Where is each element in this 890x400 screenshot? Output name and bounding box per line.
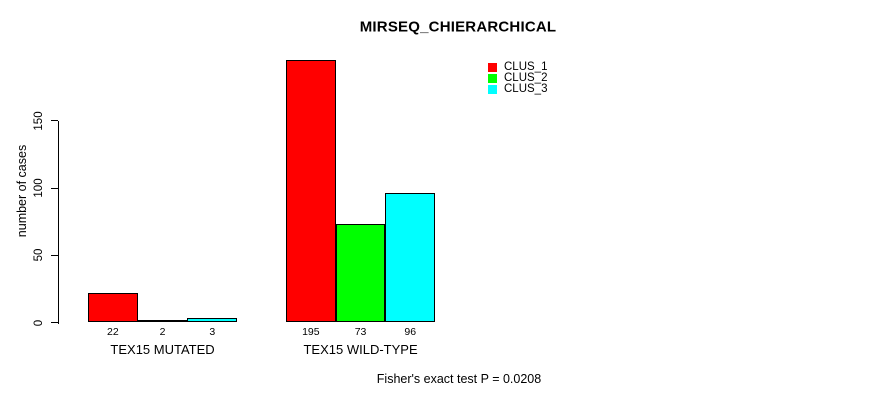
y-axis-line [58,120,59,324]
fisher-test-annotation: Fisher's exact test P = 0.0208 [376,372,542,386]
legend: CLUS_1 CLUS_2 CLUS_3 [488,61,548,97]
legend-label: CLUS_2 [504,72,548,85]
bar-value-label: 73 [354,326,367,338]
legend-color-swatch [488,85,497,95]
x-category-label: TEX15 WILD-TYPE [303,342,418,357]
y-axis-label: number of cases [15,144,29,238]
x-category-label: TEX15 MUTATED [110,342,215,357]
bar-value-label: 3 [209,326,216,338]
legend-item: CLUS_3 [488,83,548,96]
y-tick-label: 100 [33,178,45,198]
chart-title: MIRSEQ_CHIERARCHICAL [359,18,557,36]
bar-value-label: 2 [159,326,166,338]
bar [88,292,138,323]
bar [286,60,336,323]
legend-label: CLUS_1 [504,61,548,73]
bar-value-label: 22 [107,326,119,338]
legend-item: CLUS_1 [488,61,548,73]
y-tick-mark [51,254,58,256]
legend-color-swatch [488,63,497,72]
y-tick-label: 0 [33,319,45,326]
bar [335,224,386,323]
legend-item: CLUS_2 [488,72,548,85]
legend-color-swatch [488,74,497,84]
bar [187,318,238,323]
bar-value-label: 195 [302,326,320,338]
y-tick-mark [51,187,58,189]
y-tick-label: 150 [33,111,45,131]
y-tick-mark [51,322,58,323]
bar-value-label: 96 [404,326,417,338]
bar [385,193,436,323]
bar [137,319,188,323]
y-tick-mark [51,120,58,122]
legend-label: CLUS_3 [504,83,548,96]
y-tick-label: 50 [33,248,45,262]
